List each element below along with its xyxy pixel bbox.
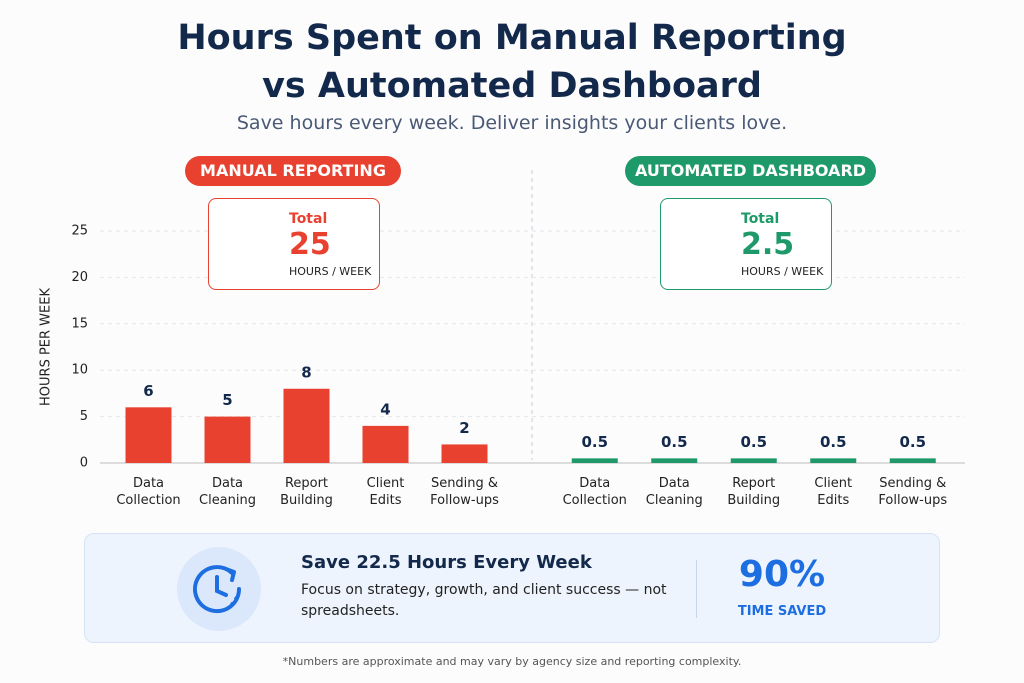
bar	[441, 444, 488, 463]
total-unit: HOURS / WEEK	[741, 265, 824, 278]
total-label: Total	[741, 211, 780, 227]
total-value: 2.5	[741, 227, 795, 262]
x-tick-label: Report Building	[727, 476, 781, 508]
bar	[571, 458, 618, 463]
y-tick-label: 5	[80, 409, 88, 424]
x-tick-label: Sending & Follow-ups	[430, 476, 499, 508]
panel-title: MANUAL REPORTING	[185, 156, 401, 186]
bar	[125, 407, 172, 463]
total-unit: HOURS / WEEK	[289, 265, 372, 278]
x-tick-label: Data Collection	[562, 476, 627, 508]
x-tick-label: Client Edits	[366, 476, 405, 508]
callout-body: Focus on strategy, growth, and client su…	[301, 582, 667, 619]
bar	[889, 458, 936, 463]
title: Hours Spent on Manual Reporting vs Autom…	[177, 18, 847, 106]
value-label: 0.5	[740, 433, 767, 451]
callout-icon	[177, 547, 261, 631]
bar	[730, 458, 777, 463]
panel-title: AUTOMATED DASHBOARD	[625, 156, 876, 186]
bar	[283, 388, 330, 463]
callout-divider	[696, 560, 697, 618]
total-box: Total 25 HOURS / WEEK	[208, 198, 380, 290]
value-label: 6	[143, 382, 153, 400]
bar	[651, 458, 698, 463]
value-label: 5	[222, 391, 232, 409]
value-label: 0.5	[820, 433, 847, 451]
callout: Save 22.5 Hours Every Week Focus on stra…	[84, 533, 940, 643]
percent: 90%	[738, 554, 826, 595]
x-tick-label: Report Building	[280, 476, 333, 508]
bar	[810, 458, 857, 463]
value-label: 0.5	[661, 433, 688, 451]
x-tick-label: Data Cleaning	[199, 476, 256, 508]
value-label: 0.5	[899, 433, 926, 451]
value-label: 4	[380, 400, 390, 418]
callout-heading: Save 22.5 Hours Every Week	[301, 552, 592, 573]
x-tick-label: Data Collection	[116, 476, 181, 508]
bar	[204, 416, 251, 463]
footnote: *Numbers are approximate and may vary by…	[282, 655, 742, 668]
total-box: Total 2.5 HOURS / WEEK	[660, 198, 832, 290]
subtitle: Save hours every week. Deliver insights …	[236, 112, 788, 134]
y-tick-label: 20	[71, 270, 88, 285]
y-tick-label: 15	[71, 316, 88, 331]
y-tick-label: 0	[80, 456, 88, 471]
y-axis-label: HOURS PER WEEK	[39, 288, 54, 406]
x-tick-label: Data Cleaning	[645, 476, 703, 508]
total-label: Total	[289, 211, 328, 227]
percent-label: TIME SAVED	[737, 604, 827, 619]
value-label: 2	[459, 419, 469, 437]
value-label: 8	[301, 363, 311, 381]
x-tick-label: Client Edits	[814, 476, 853, 508]
y-tick-label: 25	[71, 224, 88, 239]
y-tick-label: 10	[71, 363, 88, 378]
total-value: 25	[289, 227, 331, 262]
value-label: 0.5	[581, 433, 608, 451]
bar	[362, 425, 409, 463]
x-tick-label: Sending & Follow-ups	[878, 476, 948, 508]
